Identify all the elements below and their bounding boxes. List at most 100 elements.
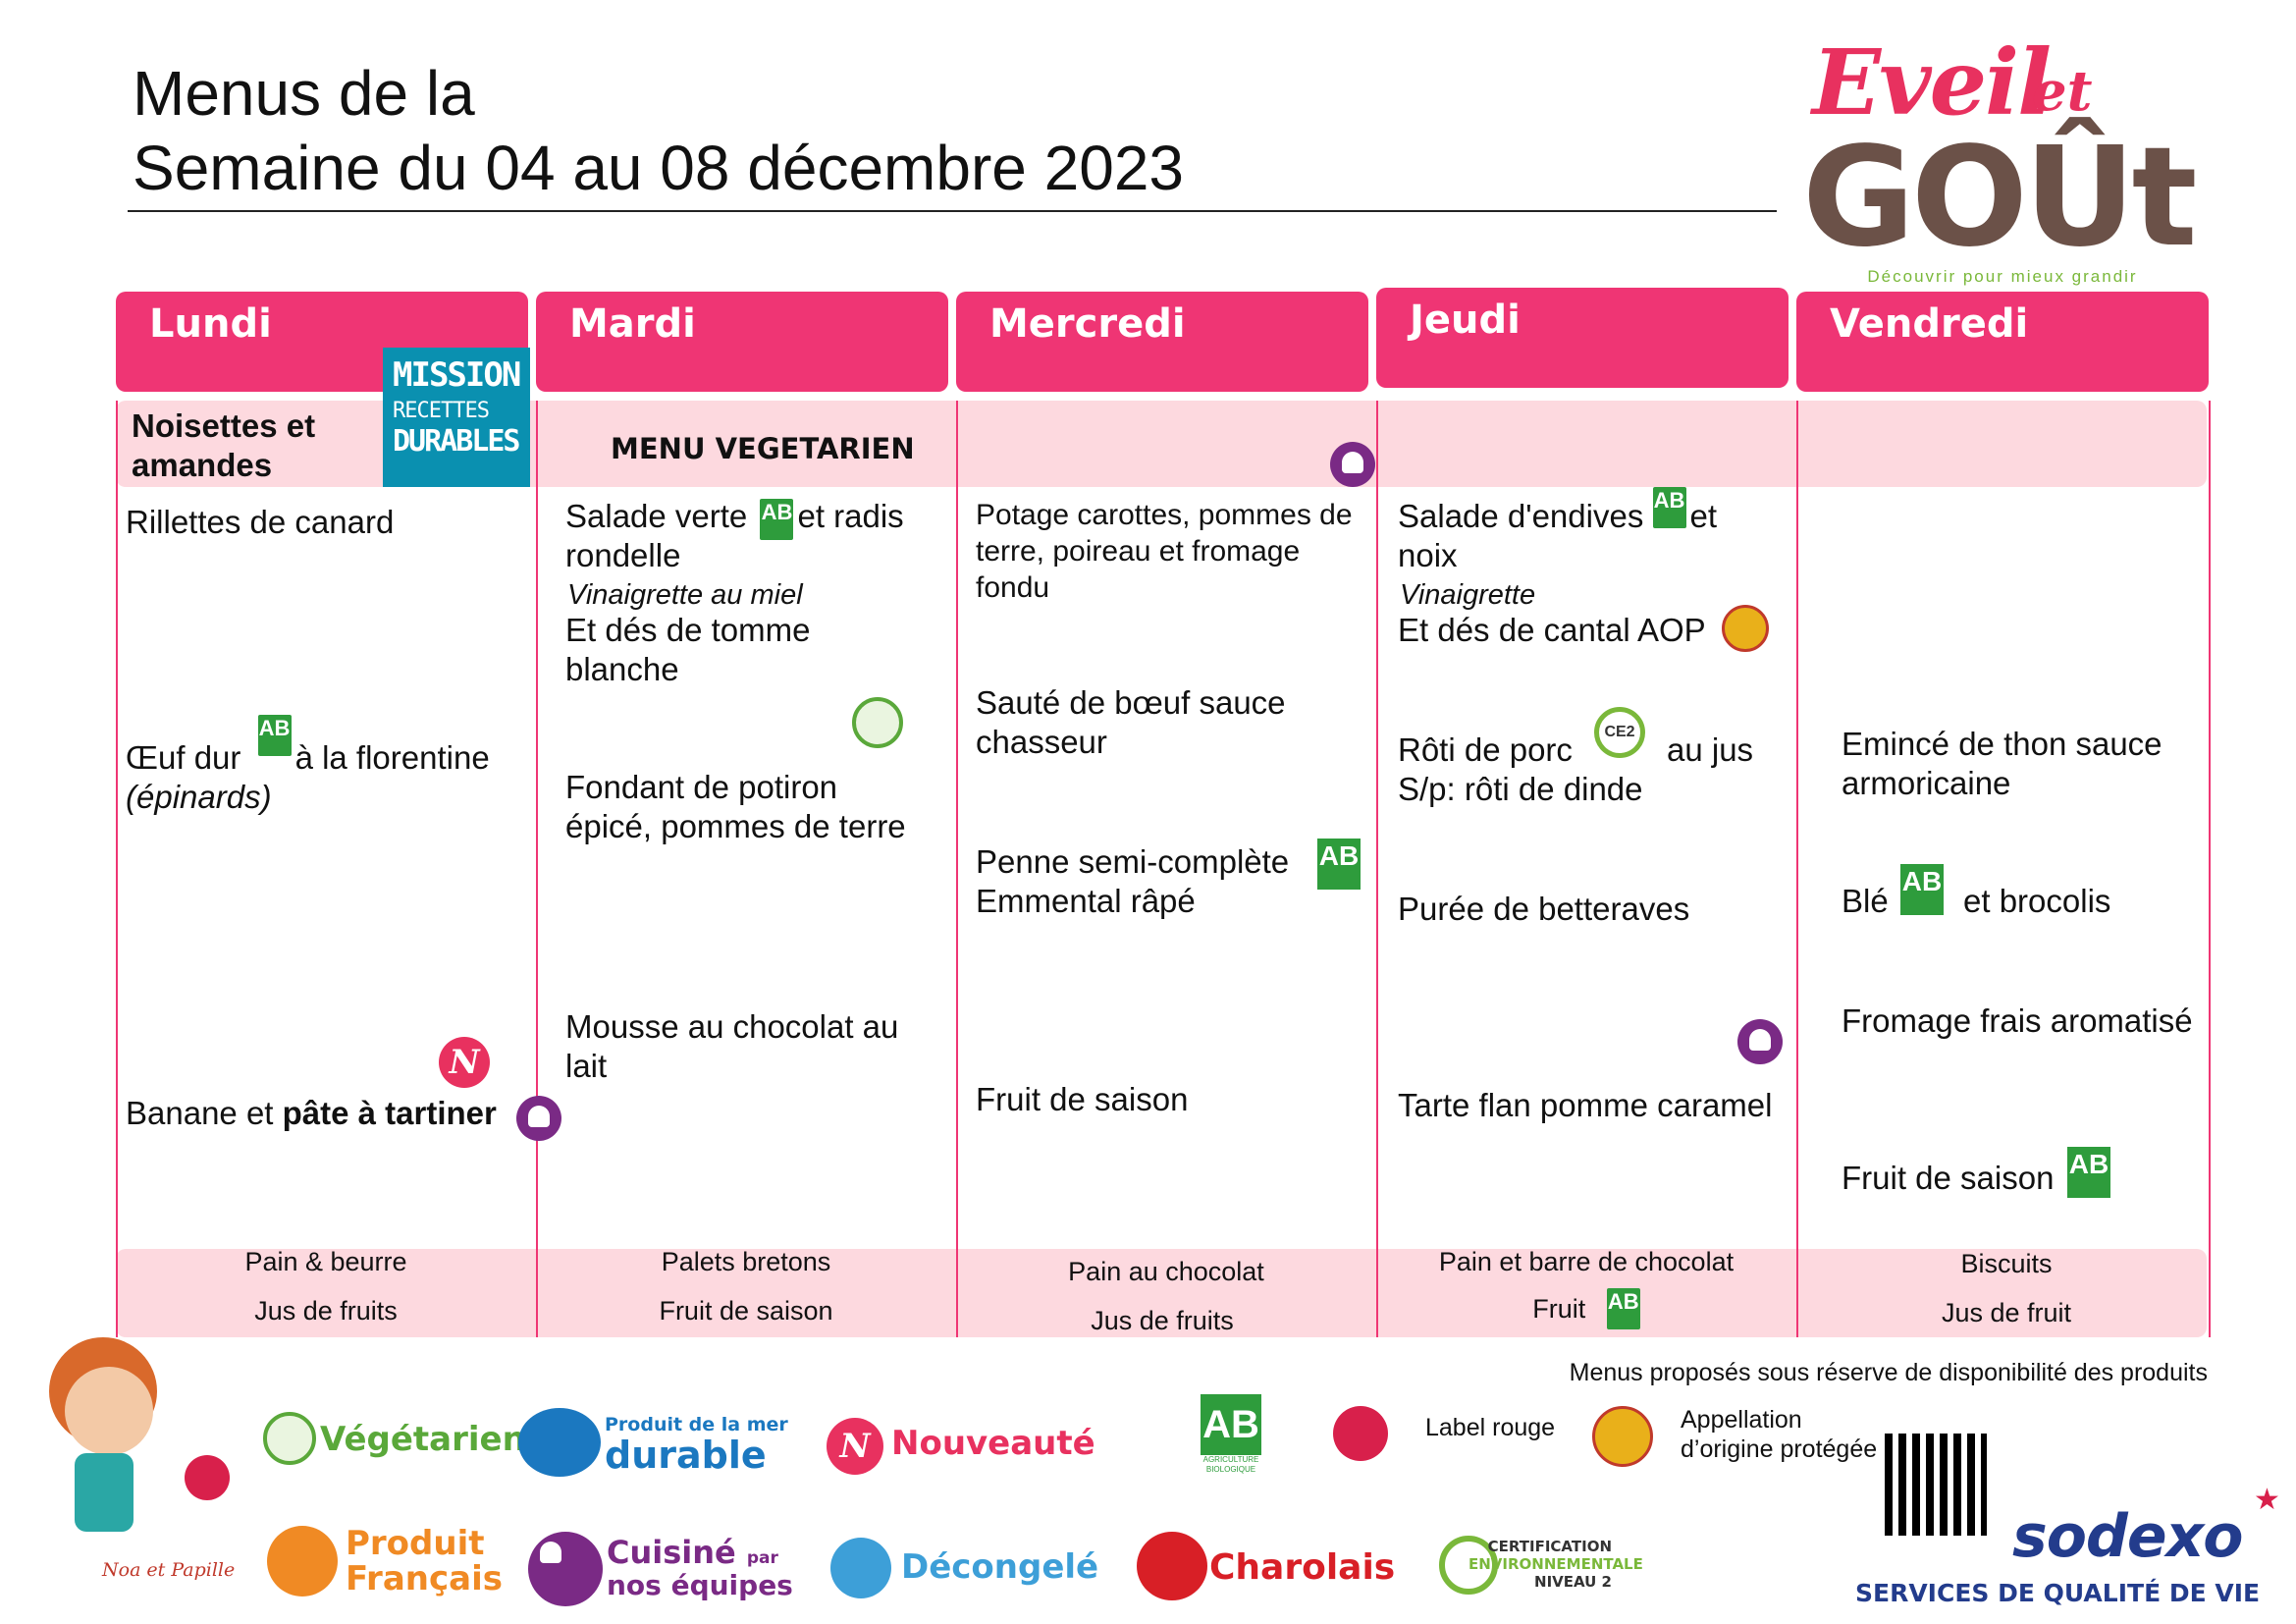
vegetarien-icon [852, 697, 903, 748]
mardi-starter-2: rondelle [565, 537, 681, 573]
ab-logo-label: AB [1201, 1394, 1261, 1455]
snack-band [116, 1249, 2207, 1337]
logo-et: et [2032, 59, 2093, 124]
legend-cuisine-line1: Cuisiné [607, 1534, 736, 1571]
jeudi-main: Rôti de porc [1398, 731, 1573, 768]
hve-certification-icon [1439, 1536, 1498, 1595]
mercredi-starter: Potage carottes, pommes de [976, 499, 1353, 531]
lundi-starter: Rillettes de canard [126, 504, 395, 540]
mission-recettes-durables-badge: MISSION RECETTES DURABLES [383, 348, 530, 487]
day-label: Vendredi [1830, 301, 2029, 347]
legend-mer-line2: durable [605, 1434, 767, 1477]
mission-text: RECETTES [393, 399, 490, 423]
lundi-main: Œuf dur ABà la florentine [126, 715, 490, 778]
vegetarien-icon [263, 1412, 316, 1465]
mascot-illustration: Noa et Papille [10, 1327, 245, 1583]
legend-cuisine-par: par [746, 1548, 778, 1568]
jeudi-main-2: S/p: rôti de dinde [1398, 771, 1643, 807]
theme-mardi-vegetarien: MENU VEGETARIEN [611, 432, 915, 465]
snack-mardi-1: Palets bretons [661, 1247, 831, 1276]
sodexo-star-icon: ★ [2254, 1484, 2280, 1516]
lundi-dessert: Banane et pâte à tartiner [126, 1094, 497, 1133]
mercredi-starter-3: fondu [976, 571, 1050, 604]
jeudi-starter-3: Et dés de cantal AOP [1398, 612, 1706, 648]
mercredi-main-2: chasseur [976, 724, 1107, 760]
logo-eveil: Eveil [1812, 29, 2052, 135]
jeudi-main-b: au jus [1667, 731, 1754, 768]
vendredi-dessert: Fruit de saison [1842, 1160, 2055, 1196]
ab-bio-icon: AB [1900, 864, 1944, 915]
snack-mardi-2: Fruit de saison [659, 1296, 833, 1326]
legend-certif-2: ENVIRONNEMENTALE [1468, 1555, 1643, 1573]
charolais-icon [1137, 1532, 1207, 1600]
column-divider [536, 401, 538, 1337]
aop-icon [1592, 1406, 1653, 1467]
dish-text: à la florentine [294, 739, 490, 776]
snack-vendredi-1: Biscuits [1960, 1249, 2053, 1278]
day-header-mercredi: Mercredi [956, 292, 1368, 392]
nouveaute-icon: N [439, 1037, 490, 1088]
snack-lundi-1: Pain & beurre [244, 1247, 407, 1276]
qr-code[interactable] [1885, 1434, 1987, 1536]
eveil-et-gout-logo: Eveil et GOÛt Découvrir pour mieux grand… [1796, 20, 2199, 295]
title-underline [128, 210, 1777, 212]
lundi-main-note: (épinards) [126, 779, 272, 815]
mercredi-main: Sauté de bœuf sauce [976, 684, 1286, 721]
dish-text: Œuf dur [126, 739, 241, 776]
ab-bio-icon: AB [1606, 1288, 1640, 1329]
snack-jeudi-2: Fruit AB [1376, 1288, 1796, 1329]
mercredi-dessert: Fruit de saison [976, 1081, 1189, 1117]
snowflake-icon [830, 1538, 891, 1598]
vendredi-side-2: et brocolis [1963, 883, 2111, 919]
legend-francais-line1: Produit [346, 1524, 485, 1563]
mercredi-side-2: Emmental râpé [976, 883, 1196, 919]
dish-text: et radis [797, 498, 904, 534]
ce2-certification-icon: CE2 [1594, 707, 1645, 758]
jeudi-side: Purée de betteraves [1398, 891, 1690, 927]
label-rouge-icon [1333, 1406, 1388, 1461]
ab-label: AB [1901, 866, 1943, 896]
snack-jeudi-1: Pain et barre de chocolat [1438, 1247, 1735, 1276]
snack-mercredi-1: Pain au chocolat [1068, 1257, 1264, 1286]
legend-nouveaute: Nouveauté [891, 1424, 1095, 1463]
day-label: Lundi [149, 301, 272, 347]
column-divider [116, 401, 118, 1337]
page-title-line1: Menus de la [133, 58, 475, 129]
legend-charolais: Charolais [1209, 1547, 1396, 1588]
ab-bio-icon: AB AGRICULTURE BIOLOGIQUE [1194, 1394, 1268, 1479]
jeudi-starter-2: noix [1398, 537, 1458, 573]
ab-bio-icon: AB [1317, 839, 1361, 890]
vendredi-main-2: armoricaine [1842, 765, 2011, 801]
day-label: Jeudi [1410, 298, 1521, 343]
day-label: Mardi [569, 301, 696, 347]
legend-certif-1: CERTIFICATION [1487, 1538, 1612, 1555]
legend-aop-line2: d’origine protégée [1681, 1435, 1878, 1463]
mercredi-side: Penne semi-complète [976, 843, 1290, 880]
dish-text: et [1689, 498, 1718, 534]
column-divider [956, 401, 958, 1337]
ab-bio-icon: AB [257, 715, 292, 756]
availability-footnote: Menus proposés sous réserve de disponibi… [1569, 1359, 2208, 1386]
nouveaute-icon: N [827, 1418, 883, 1475]
legend-label-rouge: Label rouge [1425, 1414, 1556, 1441]
mercredi-starter-2: terre, poireau et fromage [976, 535, 1301, 568]
column-divider [2209, 401, 2211, 1337]
legend-francais-line2: Français [346, 1559, 503, 1598]
dish-text-bold: pâte à tartiner [282, 1095, 497, 1131]
snack-mercredi-2: Jus de fruits [1091, 1306, 1234, 1335]
legend-aop-line1: Appellation [1681, 1406, 1802, 1434]
produit-francais-icon [267, 1526, 338, 1597]
column-divider [1796, 401, 1798, 1337]
cuisine-equipes-icon [1330, 442, 1375, 487]
mission-text: MISSION [393, 355, 521, 395]
theme-lundi: Noisettes et amandes [132, 407, 316, 483]
legend-cuisine-line2: nos équipes [607, 1569, 793, 1601]
mascot-caption: Noa et Papille [102, 1559, 236, 1581]
mardi-dessert-2: lait [565, 1048, 608, 1084]
mission-text: DURABLES [393, 424, 520, 459]
mardi-dessert: Mousse au chocolat au [565, 1008, 899, 1045]
day-header-jeudi: Jeudi [1376, 288, 1789, 388]
page-title-week: Semaine du 04 au 08 décembre 2023 [133, 133, 1184, 203]
ab-logo-sub: AGRICULTURE BIOLOGIQUE [1202, 1455, 1259, 1474]
legend-decongele: Décongelé [901, 1547, 1099, 1587]
